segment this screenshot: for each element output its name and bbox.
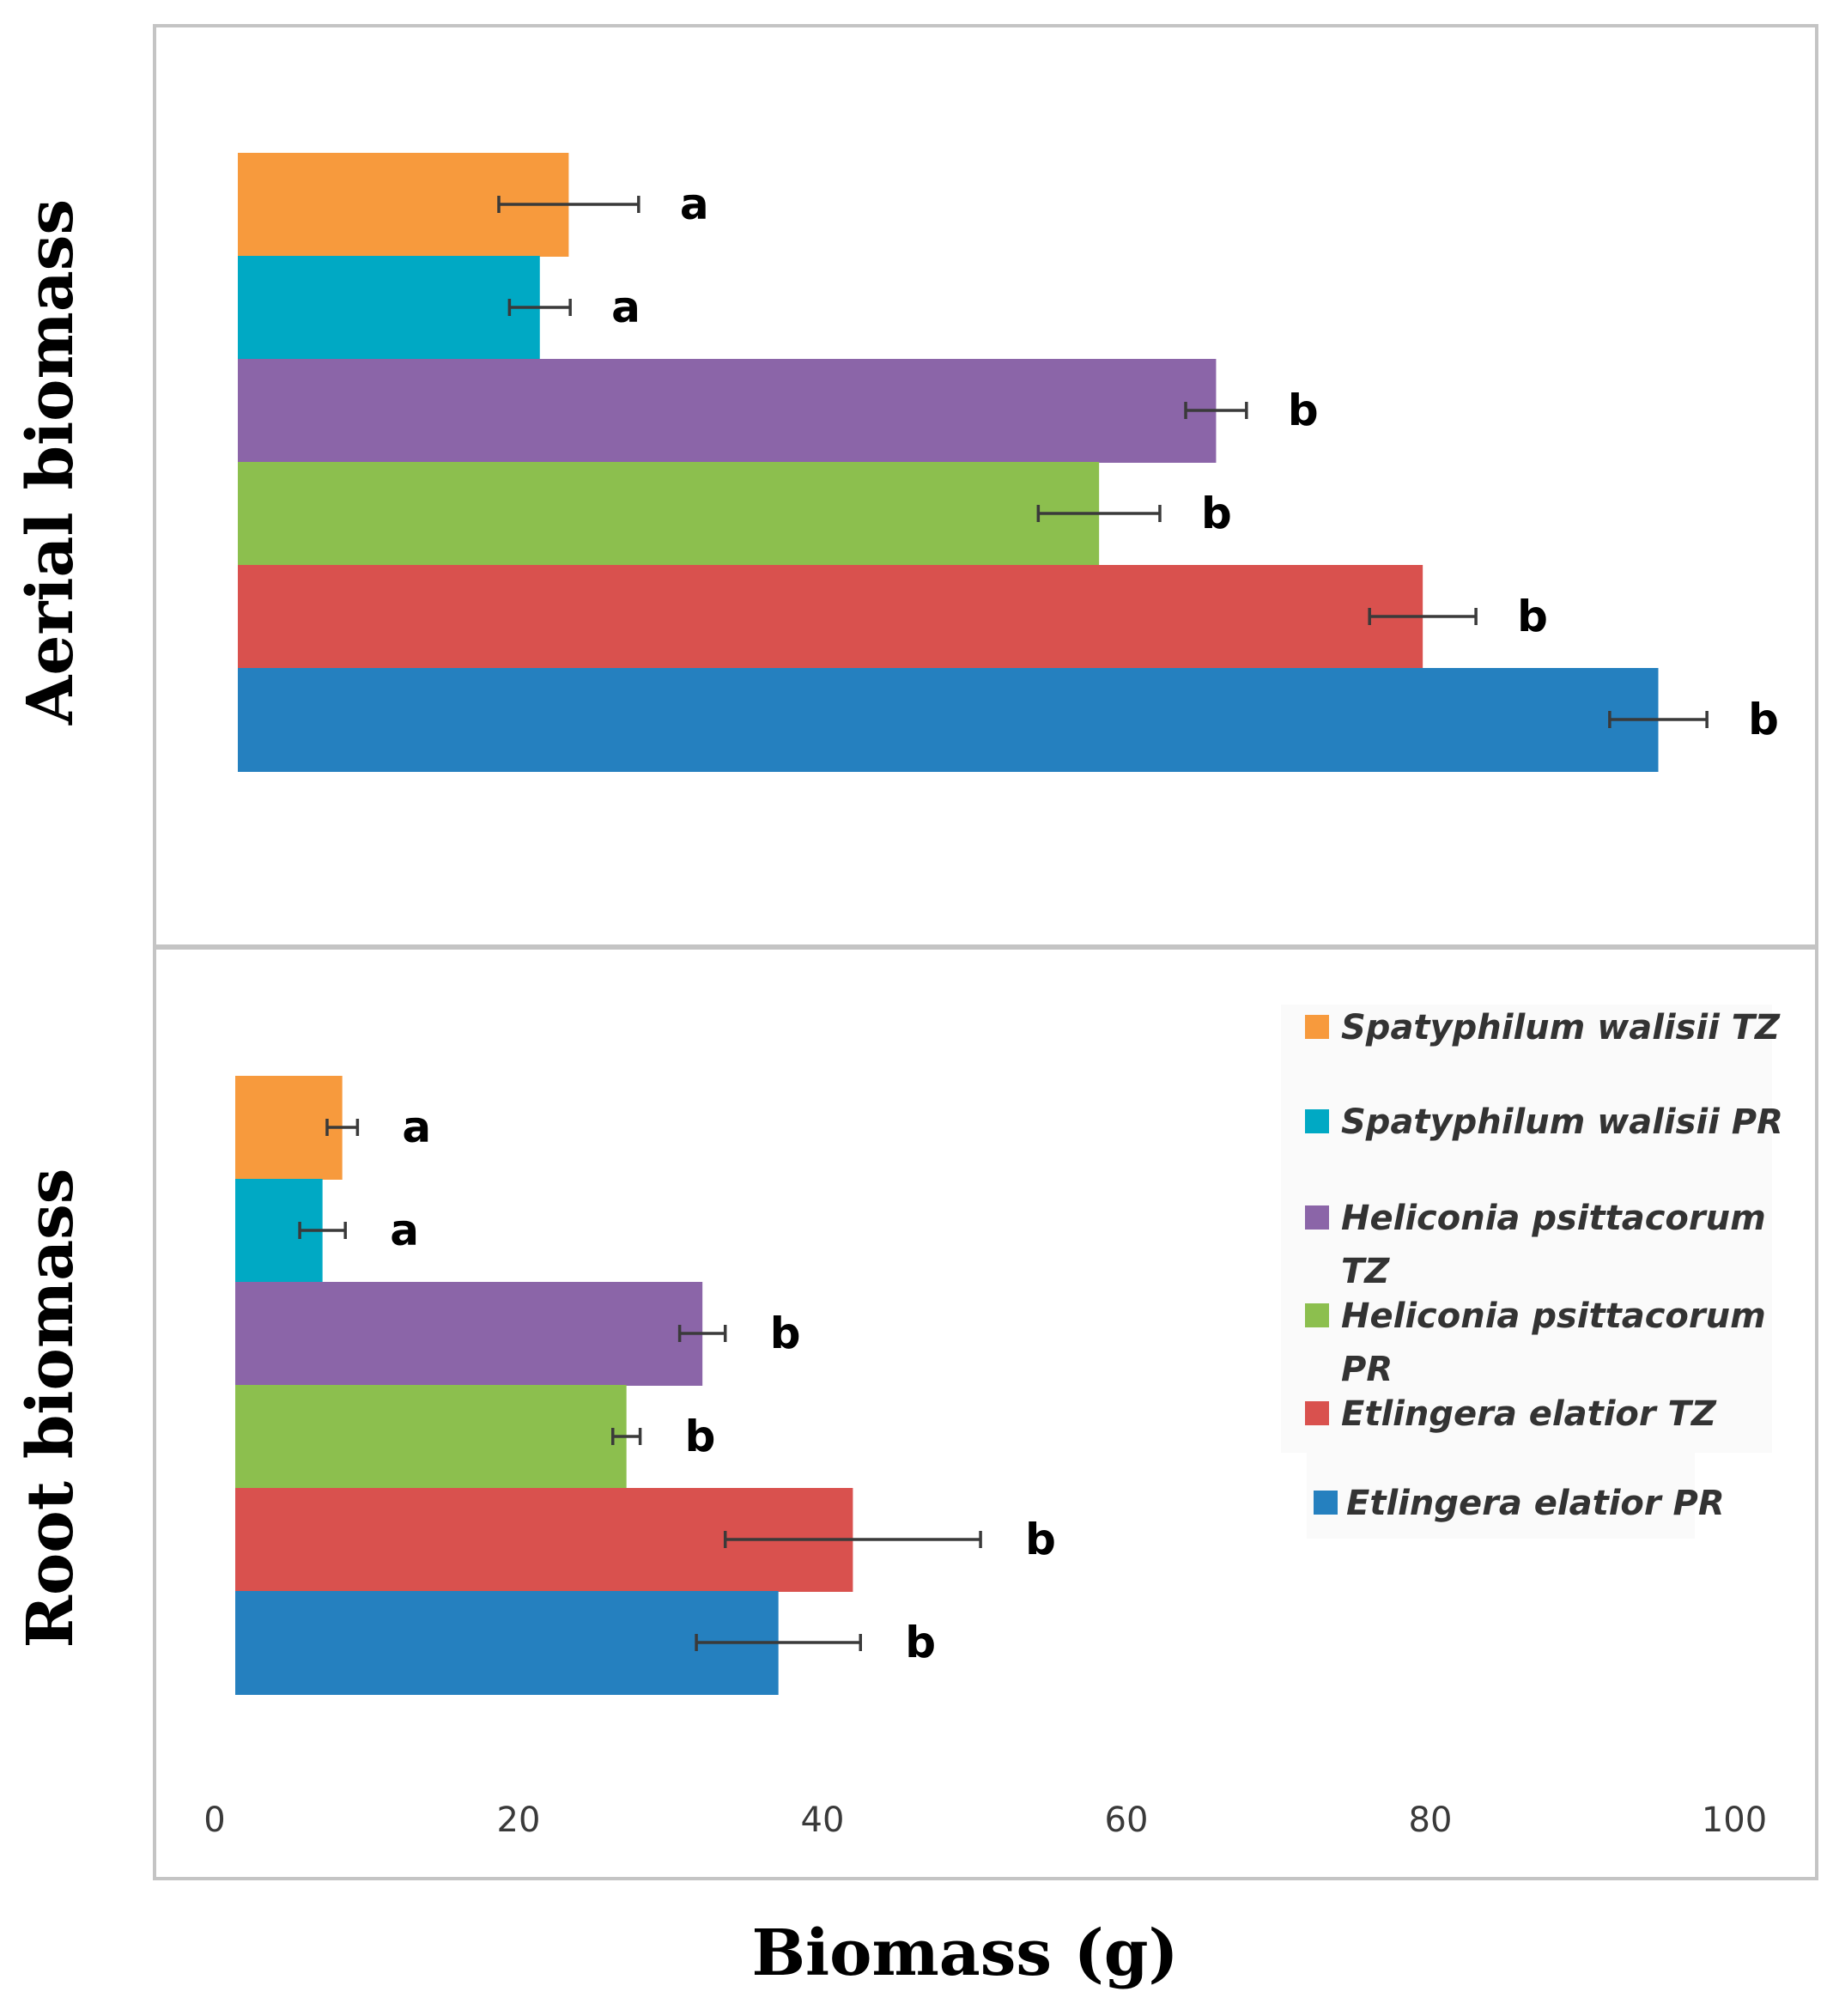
legend-label-4: Etlingera elatior TZ	[1341, 1394, 1717, 1434]
significance-label-0-2: b	[1288, 386, 1319, 435]
bar-1-3	[235, 1385, 627, 1489]
x-tick-label-5: 100	[1702, 1800, 1767, 1840]
legend-label-0: Spatyphilum walisii TZ	[1341, 1008, 1781, 1047]
bar-0-1	[238, 256, 540, 360]
root-panel-title: Root biomass	[14, 1169, 88, 1649]
legend-swatch-0	[1305, 1015, 1329, 1039]
legend-swatch-2	[1305, 1205, 1329, 1230]
legend-label-3: Heliconia psittacorum PR	[1341, 1296, 1766, 1389]
x-tick-label-2: 40	[801, 1800, 845, 1840]
x-axis-ticks: 0 20 40 60 80 100	[203, 1800, 1767, 1840]
legend-swatch-5	[1314, 1491, 1338, 1515]
legend: Spatyphilum walisii TZ Spatyphilum walis…	[1281, 1005, 1783, 1539]
legend-swatch-4	[1305, 1401, 1329, 1425]
bar-0-5	[238, 668, 1659, 772]
bar-0-4	[238, 565, 1423, 669]
significance-label-0-0: a	[680, 179, 709, 229]
significance-label-1-5: b	[905, 1618, 936, 1667]
significance-label-0-3: b	[1201, 489, 1232, 538]
significance-label-0-5: b	[1748, 695, 1779, 744]
significance-label-1-0: a	[402, 1102, 431, 1152]
bar-0-3	[238, 462, 1100, 566]
bar-1-5	[235, 1591, 779, 1695]
root-bars-group: a a b b b b	[235, 1076, 1056, 1695]
x-tick-label-4: 80	[1409, 1800, 1453, 1840]
legend-swatch-1	[1305, 1109, 1329, 1133]
legend-swatch-3	[1305, 1303, 1329, 1327]
legend-label-5: Etlingera elatior PR	[1346, 1484, 1725, 1523]
significance-label-1-2: b	[770, 1309, 801, 1358]
x-axis-label: Biomass (g)	[751, 1916, 1178, 1990]
x-tick-label-3: 60	[1105, 1800, 1149, 1840]
bar-1-0	[235, 1076, 343, 1180]
aerial-panel-title: Aerial biomass	[14, 199, 88, 726]
x-tick-label-1: 20	[497, 1800, 541, 1840]
significance-label-0-1: a	[611, 282, 640, 332]
significance-label-0-4: b	[1517, 592, 1548, 641]
legend-background	[1281, 1005, 1772, 1453]
aerial-bars-group: a a b b b b	[238, 153, 1779, 772]
significance-label-1-1: a	[390, 1205, 419, 1255]
significance-label-1-3: b	[685, 1412, 716, 1461]
x-tick-label-0: 0	[203, 1800, 225, 1840]
legend-label-1: Spatyphilum walisii PR	[1341, 1102, 1783, 1142]
legend-background-bottom	[1307, 1453, 1695, 1539]
legend-label-2: Heliconia psittacorum TZ	[1341, 1199, 1766, 1291]
significance-label-1-4: b	[1025, 1515, 1056, 1564]
bar-0-2	[238, 359, 1217, 463]
bar-1-2	[235, 1282, 703, 1386]
